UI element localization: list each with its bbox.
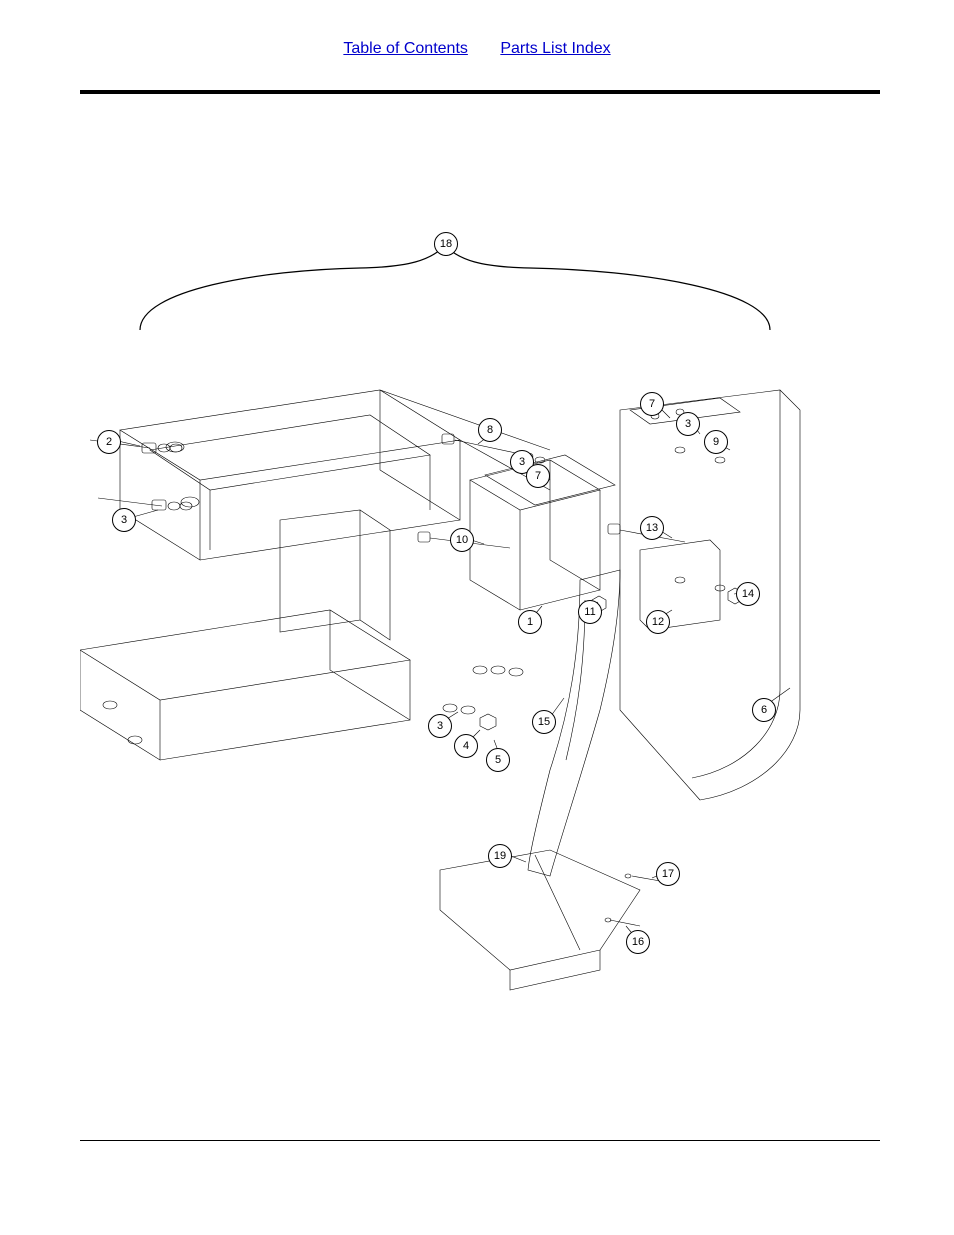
header-rule (80, 90, 880, 94)
callout-13: 13 (640, 516, 664, 540)
link-parts-index[interactable]: Parts List Index (500, 40, 610, 57)
callout-3c: 3 (676, 412, 700, 436)
exploded-diagram: 18 2 3 8 3 7 7 3 9 10 13 14 1 11 12 3 4 … (80, 150, 880, 1030)
footer-rule (80, 1140, 880, 1141)
callout-9: 9 (704, 430, 728, 454)
callout-7b: 7 (640, 392, 664, 416)
callout-16: 16 (626, 930, 650, 954)
callout-3d: 3 (428, 714, 452, 738)
callout-18: 18 (434, 232, 458, 256)
callout-4: 4 (454, 734, 478, 758)
link-toc[interactable]: Table of Contents (343, 40, 468, 57)
diagram-svg (80, 150, 880, 1030)
page-container: Table of Contents Parts List Index (0, 0, 954, 1235)
callout-1: 1 (518, 610, 542, 634)
callout-17: 17 (656, 862, 680, 886)
callout-11: 11 (578, 600, 602, 624)
callout-12: 12 (646, 610, 670, 634)
callout-5: 5 (486, 748, 510, 772)
callout-14: 14 (736, 582, 760, 606)
callout-3a: 3 (112, 508, 136, 532)
callout-8: 8 (478, 418, 502, 442)
callout-15: 15 (532, 710, 556, 734)
callout-10: 10 (450, 528, 474, 552)
header-links: Table of Contents Parts List Index (0, 40, 954, 58)
callout-7a: 7 (526, 464, 550, 488)
callout-6: 6 (752, 698, 776, 722)
callout-2: 2 (97, 430, 121, 454)
callout-19: 19 (488, 844, 512, 868)
